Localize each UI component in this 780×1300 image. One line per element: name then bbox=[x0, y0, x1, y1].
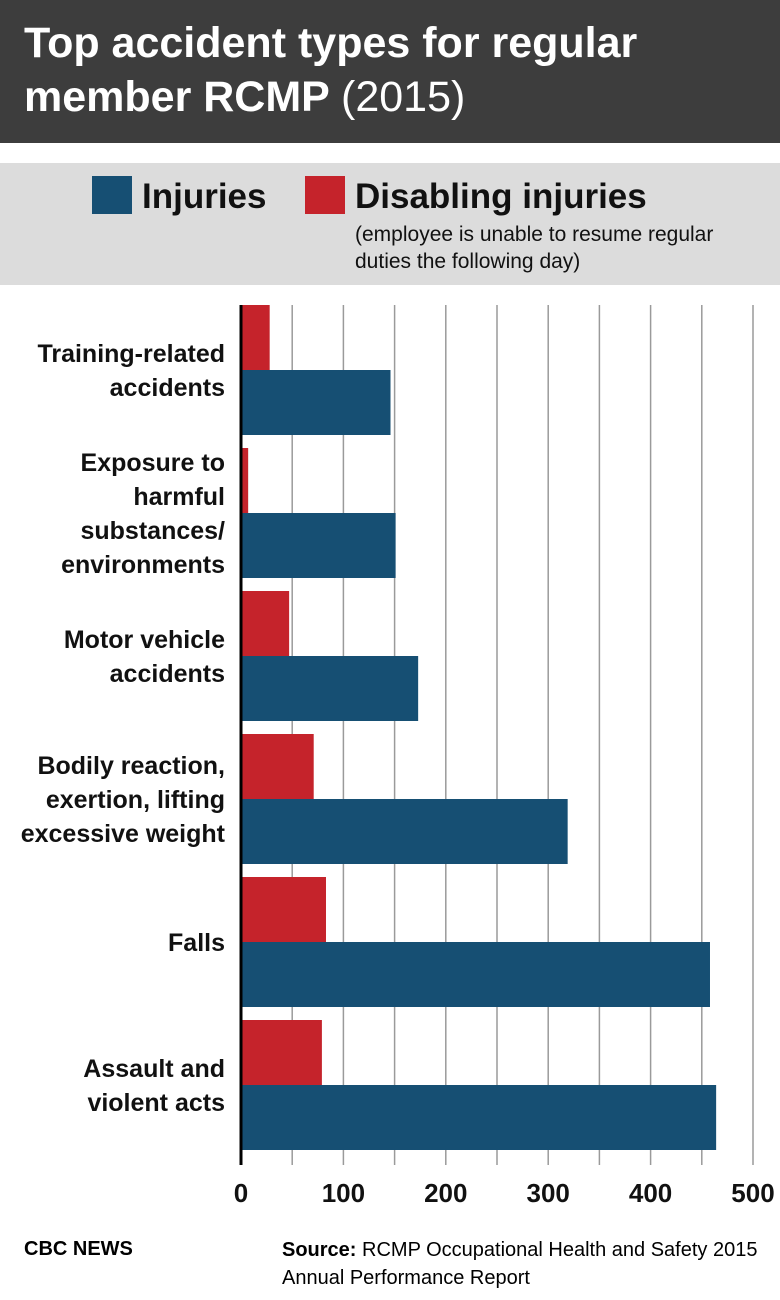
source-text: RCMP Occupational Health and Safety 2015… bbox=[282, 1239, 758, 1289]
bar bbox=[241, 513, 396, 578]
y-tick-label: Bodily reaction, exertion, lifting excessi… bbox=[21, 752, 226, 848]
bar bbox=[241, 1020, 322, 1085]
bar bbox=[241, 370, 391, 435]
bar bbox=[241, 305, 270, 370]
bar bbox=[241, 591, 290, 656]
y-tick-label: Motor vehicle accidents bbox=[64, 626, 225, 688]
legend-swatch bbox=[92, 176, 132, 214]
y-tick-label: Training-related accidents bbox=[37, 340, 225, 402]
legend-note: (employee is unable to resume regular du… bbox=[355, 223, 714, 273]
x-tick-label: 100 bbox=[322, 1178, 365, 1208]
bar bbox=[241, 734, 314, 799]
bar bbox=[241, 448, 249, 513]
x-tick-label: 200 bbox=[424, 1178, 467, 1208]
title-year: (2015) bbox=[341, 73, 466, 121]
source-label: Source: bbox=[282, 1239, 357, 1261]
bar bbox=[241, 942, 710, 1007]
chart: 0 100 200 300 400 500 Training-related accident… bbox=[21, 305, 775, 1208]
title: Top accident types for regular member RC… bbox=[24, 16, 724, 124]
y-tick-label: Assault and violent acts bbox=[83, 1055, 225, 1117]
x-tick-label: 300 bbox=[527, 1178, 570, 1208]
header: Top accident types for regular member RC… bbox=[0, 0, 780, 143]
y-tick-label: Falls bbox=[168, 929, 225, 957]
bar bbox=[241, 799, 568, 864]
bar bbox=[241, 877, 326, 942]
x-tick-label: 500 bbox=[731, 1178, 774, 1208]
bar bbox=[241, 656, 419, 721]
legend: Injuries Disabling injuries (employee is… bbox=[0, 163, 780, 285]
legend-swatch bbox=[305, 176, 345, 214]
bar bbox=[241, 1085, 717, 1150]
y-tick-label: Exposure to harmful substances/environment… bbox=[61, 449, 225, 579]
source: Source: RCMP Occupational Health and Saf… bbox=[282, 1236, 772, 1292]
footer-brand: CBC NEWS bbox=[24, 1238, 133, 1260]
legend-label: Disabling injuries bbox=[355, 177, 647, 216]
x-tick-label: 0 bbox=[234, 1178, 248, 1208]
x-tick-label: 400 bbox=[629, 1178, 672, 1208]
title-text: Top accident types for regular member RC… bbox=[24, 19, 638, 121]
legend-label: Injuries bbox=[142, 177, 267, 216]
